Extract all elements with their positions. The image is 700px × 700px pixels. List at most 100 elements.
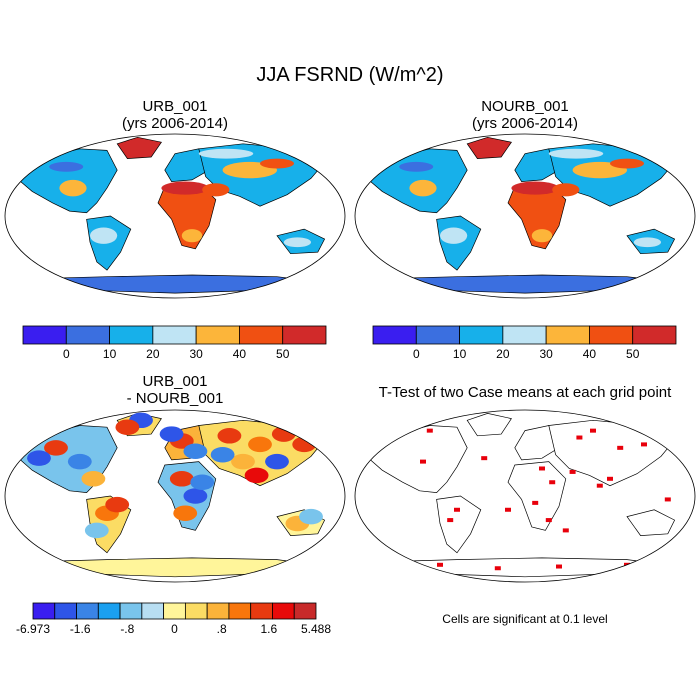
colorbar-swatch bbox=[152, 325, 197, 345]
colorbar-swatch bbox=[239, 325, 284, 345]
colorbar-swatch bbox=[163, 602, 186, 620]
diff-patch-12 bbox=[173, 505, 198, 521]
colorbar-tick-label: 30 bbox=[189, 347, 203, 361]
diff-patch-13 bbox=[190, 474, 215, 490]
colorbar-tick-label: .8 bbox=[217, 622, 227, 636]
colorbar-tick-label: -1.6 bbox=[70, 622, 91, 636]
diff-patch-9 bbox=[159, 426, 184, 442]
colorbar-swatch bbox=[195, 325, 240, 345]
diff-patch-19 bbox=[292, 436, 317, 453]
colorbar-swatch bbox=[459, 325, 504, 345]
continent-australia bbox=[626, 509, 676, 536]
map-border bbox=[4, 133, 346, 299]
colorbar-swatch bbox=[272, 602, 295, 620]
colorbar-tick-label: 0 bbox=[413, 347, 420, 361]
figure-title: JJA FSRND (W/m^2) bbox=[256, 64, 444, 86]
continent-antarctica bbox=[45, 557, 318, 578]
colorbar-swatch bbox=[282, 325, 327, 345]
panel-title-nourb: NOURB_001 (yrs 2006-2014) bbox=[375, 98, 675, 132]
sig-cell-20 bbox=[664, 497, 671, 502]
colorbar-tick-label: 1.6 bbox=[260, 622, 277, 636]
sig-cell-14 bbox=[481, 456, 488, 461]
sw-usa-patch bbox=[59, 179, 87, 197]
colorbar-swatch bbox=[502, 325, 547, 345]
colorbar-swatch bbox=[141, 602, 165, 620]
brazil-patch bbox=[440, 227, 468, 244]
colorbar-tick-label: -6.973 bbox=[16, 622, 50, 636]
diff-patch-14 bbox=[217, 428, 242, 444]
panel-title-nourb-line2: (yrs 2006-2014) bbox=[472, 115, 578, 132]
arabia-patch bbox=[202, 183, 230, 197]
colorbar-tick-label: 30 bbox=[539, 347, 553, 361]
colorbar-tick-label: 0 bbox=[63, 347, 70, 361]
sig-cell-4 bbox=[545, 518, 552, 523]
sig-cell-9 bbox=[641, 442, 647, 447]
diff-patch-21 bbox=[210, 446, 235, 463]
colorbar-swatch bbox=[589, 325, 634, 345]
mongolia-patch bbox=[260, 158, 294, 169]
diff-patch-8 bbox=[183, 443, 208, 460]
continent-antarctica bbox=[395, 274, 668, 294]
colorbar-tick-label: 20 bbox=[146, 347, 160, 361]
diff-patch-10 bbox=[169, 471, 194, 487]
continent-antarctica bbox=[45, 274, 318, 294]
colorbar-swatch bbox=[109, 325, 154, 345]
canada-patch bbox=[49, 161, 84, 172]
panel-title-diff: URB_001 - NOURB_001 bbox=[25, 373, 325, 407]
colorbar-tick-label: 50 bbox=[276, 347, 290, 361]
siberia-patch bbox=[198, 148, 254, 159]
sig-cell-21 bbox=[505, 507, 511, 512]
colorbar-swatch bbox=[372, 325, 417, 345]
panel-title-urb: URB_001 (yrs 2006-2014) bbox=[25, 98, 325, 132]
colorbar-tick-label: 10 bbox=[103, 347, 117, 361]
sig-cell-15 bbox=[494, 566, 501, 571]
colorbar-tick-label: 20 bbox=[496, 347, 510, 361]
australia-patch bbox=[633, 237, 662, 248]
continent-greenland bbox=[466, 413, 512, 437]
sig-cell-19 bbox=[590, 428, 596, 433]
colorbar-swatch bbox=[293, 602, 317, 620]
sig-cell-12 bbox=[426, 428, 433, 433]
sig-cell-13 bbox=[420, 459, 426, 464]
sw-usa-patch bbox=[409, 179, 437, 197]
panel-title-diff-line1: URB_001 bbox=[142, 373, 208, 390]
continent-greenland bbox=[116, 136, 162, 159]
diff-patch-3 bbox=[27, 450, 51, 466]
continent-africa bbox=[507, 461, 567, 531]
sig-cell-10 bbox=[617, 445, 624, 450]
diff-patch-6 bbox=[105, 496, 130, 513]
colorbar-tick-label: 0 bbox=[171, 622, 178, 636]
colorbar-swatch bbox=[54, 602, 77, 620]
sig-cell-3 bbox=[549, 480, 556, 485]
diff-patch-0 bbox=[44, 440, 68, 456]
colorbar-swatch bbox=[250, 602, 273, 620]
panel-title-diff-line2: - NOURB_001 bbox=[126, 390, 224, 407]
siberia-patch bbox=[548, 148, 604, 159]
colorbar-tick-label: 40 bbox=[583, 347, 597, 361]
panel-title-ttest: T-Test of two Case means at each grid po… bbox=[378, 384, 672, 401]
map-ttest bbox=[354, 409, 696, 583]
colorbar-swatch bbox=[97, 602, 121, 620]
diff-patch-2 bbox=[81, 471, 106, 487]
colorbar-tick-label: 5.488 bbox=[301, 622, 331, 636]
sig-cell-17 bbox=[556, 564, 562, 569]
colorbar-swatch bbox=[76, 602, 99, 620]
sig-cell-5 bbox=[532, 500, 539, 505]
diff-patch-1 bbox=[67, 453, 92, 470]
continent-antarctica bbox=[395, 557, 668, 578]
sig-cell-2 bbox=[539, 466, 545, 471]
colorbar-swatch bbox=[206, 602, 230, 620]
map-border bbox=[354, 133, 696, 299]
continent-south-america bbox=[436, 495, 482, 554]
map-border bbox=[4, 409, 346, 583]
sig-cell-1 bbox=[447, 518, 454, 523]
significance-note: Cells are significant at 0.1 level bbox=[442, 612, 608, 626]
sig-cell-16 bbox=[437, 562, 443, 567]
diff-patch-20 bbox=[244, 467, 269, 484]
sig-cell-7 bbox=[596, 483, 603, 488]
colorbar-tick-label: 10 bbox=[453, 347, 467, 361]
colorbar-tick-label: 50 bbox=[626, 347, 640, 361]
colorbar-swatch bbox=[632, 325, 677, 345]
colorbar-nourb: 0 10 20 30 40 50 bbox=[372, 325, 677, 361]
colorbar-diff: -6.973 -1.6 -.8 0 .8 1.6 5.488 bbox=[16, 602, 331, 636]
